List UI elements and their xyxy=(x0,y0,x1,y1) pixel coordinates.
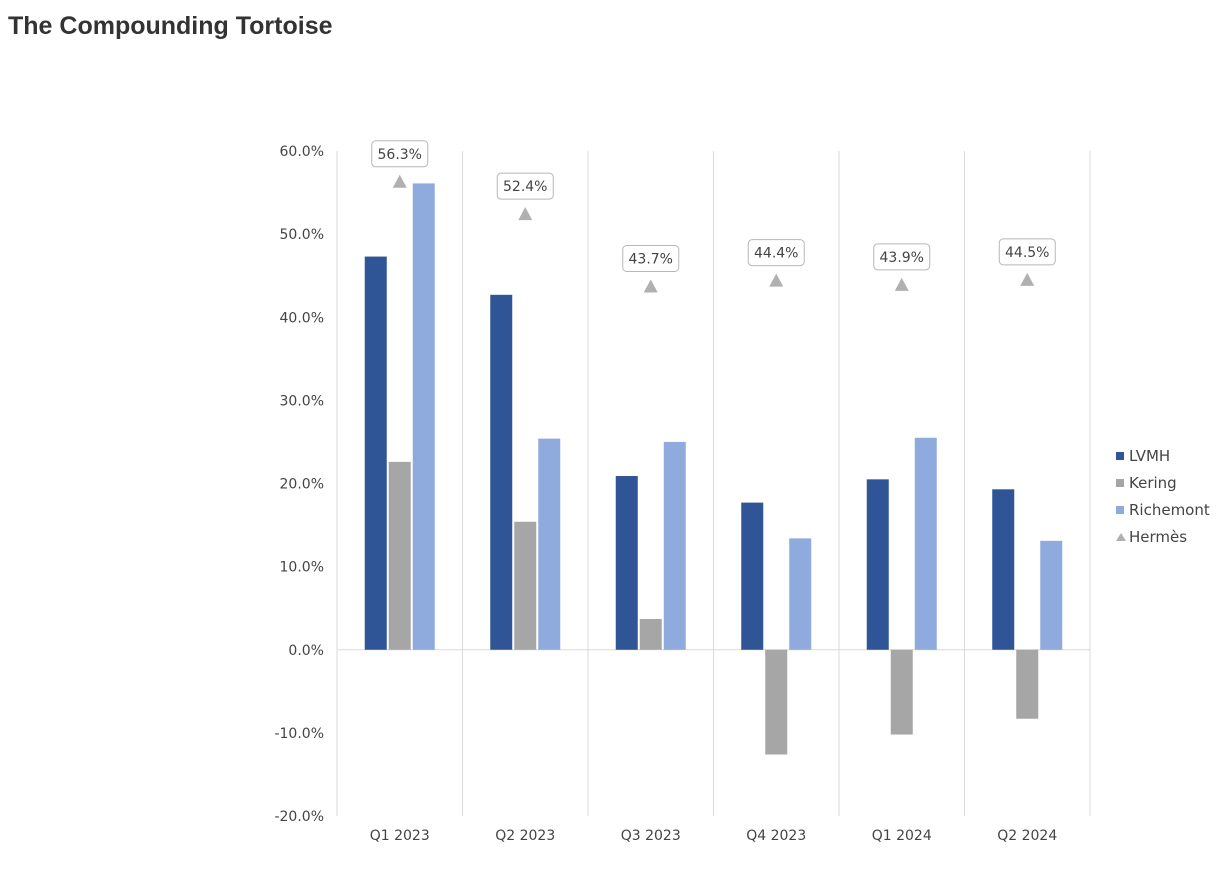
y-tick-label: 0.0% xyxy=(288,643,324,659)
marker-hermes xyxy=(518,207,533,221)
y-tick-label: 50.0% xyxy=(280,227,324,243)
bar-lvmh xyxy=(490,294,513,650)
x-tick-label: Q2 2023 xyxy=(495,828,555,844)
legend-item-hermes: Hermès xyxy=(1116,523,1210,550)
y-tick-label: 20.0% xyxy=(280,477,324,493)
data-label-box xyxy=(747,239,805,267)
legend-label-kering: Kering xyxy=(1129,473,1177,492)
x-tick-label: Q4 2023 xyxy=(746,828,806,844)
legend-label-lvmh: LVMH xyxy=(1129,446,1171,465)
bar-kering xyxy=(890,649,913,735)
marker-hermes xyxy=(1020,272,1035,286)
triangle-marker-icon xyxy=(1116,532,1126,541)
y-tick-label: -20.0% xyxy=(274,809,324,825)
bar-richemont xyxy=(538,438,561,650)
data-label: 44.4% xyxy=(754,246,798,262)
bar-richemont xyxy=(663,441,686,650)
bar-richemont xyxy=(914,437,937,650)
bar-kering xyxy=(639,618,662,650)
bar-kering xyxy=(388,461,411,650)
data-label-box xyxy=(371,140,429,168)
x-tick-label: Q1 2024 xyxy=(872,828,932,844)
marker-hermes xyxy=(769,273,784,287)
legend-swatch-richemont xyxy=(1116,505,1124,514)
bar-kering xyxy=(1016,649,1039,719)
bar-richemont xyxy=(412,183,435,650)
data-label: 52.4% xyxy=(503,179,547,195)
y-tick-label: 30.0% xyxy=(280,393,324,409)
x-tick-label: Q3 2023 xyxy=(621,828,681,844)
bar-lvmh xyxy=(364,256,387,650)
legend-item-lvmh: LVMH xyxy=(1116,442,1210,469)
bar-lvmh xyxy=(615,476,638,650)
bar-richemont xyxy=(1040,540,1063,650)
y-tick-label: -10.0% xyxy=(274,726,324,742)
x-tick-label: Q1 2023 xyxy=(370,828,430,844)
y-tick-label: 10.0% xyxy=(280,560,324,576)
data-label: 43.9% xyxy=(880,250,924,266)
y-tick-label: 60.0% xyxy=(280,144,324,160)
bar-kering xyxy=(765,649,788,755)
bar-lvmh xyxy=(992,489,1015,650)
data-label-box xyxy=(496,172,554,200)
data-label: 44.5% xyxy=(1005,245,1049,261)
legend-item-richemont: Richemont xyxy=(1116,496,1210,523)
bar-lvmh xyxy=(741,502,764,650)
legend-label-hermes: Hermès xyxy=(1129,527,1188,546)
x-tick-label: Q2 2024 xyxy=(997,828,1057,844)
page-title: The Compounding Tortoise xyxy=(8,12,333,40)
legend-swatch-lvmh xyxy=(1116,451,1124,460)
marker-hermes xyxy=(894,277,909,291)
bar-richemont xyxy=(789,538,812,650)
bar-kering xyxy=(514,521,537,650)
legend-swatch-kering xyxy=(1116,478,1124,487)
y-tick-label: 40.0% xyxy=(280,310,324,326)
legend-item-kering: Kering xyxy=(1116,469,1210,496)
bar-lvmh xyxy=(866,479,889,650)
legend-label-richemont: Richemont xyxy=(1129,500,1210,519)
data-label: 56.3% xyxy=(378,147,422,163)
data-label-box xyxy=(873,243,931,271)
data-label-box xyxy=(622,244,680,272)
marker-hermes xyxy=(392,174,407,188)
data-label: 43.7% xyxy=(629,251,673,267)
marker-hermes xyxy=(643,279,658,293)
legend: LVMH Kering Richemont Hermès xyxy=(1116,442,1210,550)
data-label-box xyxy=(998,238,1056,266)
